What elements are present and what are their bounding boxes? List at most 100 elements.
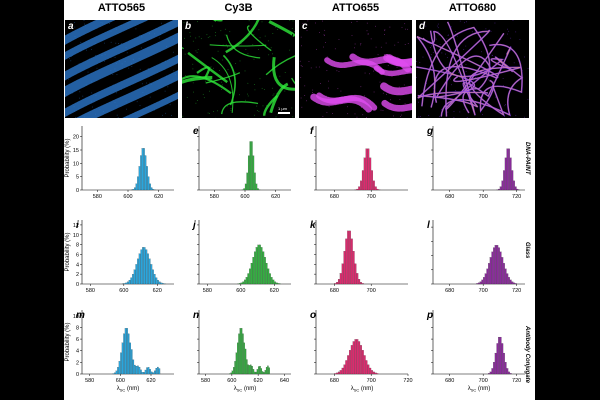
bar (247, 155, 250, 191)
x-tick-label: 600 (119, 288, 128, 294)
bar (334, 373, 337, 375)
histogram-cy3b-2: 580 600 620 640 n λSC (nm) (193, 310, 291, 393)
bar (252, 155, 255, 191)
bar (498, 247, 500, 285)
column-title-atto680: ATTO680 (448, 2, 497, 14)
x-tick-label: 700 (367, 378, 376, 384)
bar (363, 157, 366, 191)
bar (115, 370, 118, 375)
bar (146, 367, 148, 375)
bar (345, 238, 348, 285)
bar (242, 281, 245, 285)
bar (138, 367, 141, 375)
bar (257, 188, 259, 191)
bar (118, 361, 121, 375)
x-tick-label: 700 (479, 378, 488, 384)
bar (153, 370, 156, 375)
bar (123, 283, 126, 285)
bar (347, 230, 350, 285)
y-tick-label: 2 (76, 272, 79, 278)
bar (249, 268, 251, 285)
panel-label-m: m (76, 310, 85, 321)
bar (147, 176, 150, 191)
bar (259, 244, 261, 285)
bar (338, 279, 340, 285)
y-axis-label: Probability (%) (65, 232, 71, 271)
bar (147, 367, 150, 375)
bar (251, 141, 253, 191)
bar (238, 333, 240, 375)
x-tick-label: 580 (203, 288, 212, 294)
bar (137, 258, 139, 285)
histogram-atto565-1: 580 600 620 0 2 4 6 8 10 12i Probability (%) (65, 220, 174, 294)
bar (508, 371, 510, 375)
bar (248, 365, 251, 375)
x-tick-label: 700 (479, 288, 488, 294)
bar (341, 367, 344, 375)
bar (509, 157, 512, 191)
bar (234, 361, 236, 375)
bar (249, 141, 252, 191)
y-tick-label: 5 (76, 175, 79, 181)
bar (516, 188, 519, 191)
bar (133, 269, 136, 285)
bar (491, 251, 494, 285)
histogram-atto565-2: 580 600 620 0 2 4 6 8 10m Probability (%) λSC (nm) (65, 310, 174, 393)
bar (374, 372, 377, 375)
bar (124, 328, 127, 375)
histogram-atto680-2: 680 700 720 p λSC (nm) (426, 310, 525, 393)
bar (237, 342, 239, 375)
x-tick-label: 620 (153, 288, 162, 294)
x-tick-label: 720 (403, 378, 412, 384)
bar (478, 282, 480, 285)
bar (146, 166, 148, 191)
bar (143, 372, 145, 375)
bar (259, 365, 261, 375)
image-texture (299, 20, 412, 118)
x-tick-label: 580 (210, 194, 219, 200)
image-texture (182, 20, 295, 118)
image-panel-c: c (299, 20, 412, 118)
image-texture (65, 20, 178, 118)
bar (499, 336, 502, 375)
x-tick-label: 700 (367, 288, 376, 294)
bar (356, 273, 359, 285)
bar (350, 238, 353, 285)
bar (132, 274, 134, 285)
bar (255, 247, 258, 285)
panel-label-n: n (193, 310, 199, 321)
bar (361, 170, 364, 191)
bar (483, 277, 485, 285)
bar (250, 364, 252, 375)
bar (260, 368, 263, 375)
bar (270, 277, 273, 285)
bar (239, 328, 241, 375)
bar (155, 277, 158, 285)
bar (376, 373, 379, 375)
bar (153, 274, 156, 285)
panel-label-i: i (76, 220, 79, 231)
bar (230, 372, 232, 375)
bar (494, 352, 497, 375)
bar (374, 186, 377, 191)
bar (491, 368, 494, 375)
bar (242, 333, 244, 375)
bar (481, 279, 484, 285)
row-label-dna-paint: DNA-PAINT (524, 142, 530, 175)
panel-label-c: c (302, 21, 308, 32)
x-axis-label: λSC (nm) (234, 386, 257, 393)
bar (129, 342, 131, 375)
bar (262, 251, 265, 285)
histogram-cy3b-1: 580 600 620 j (191, 220, 291, 294)
bar (132, 189, 135, 191)
bar (513, 282, 515, 285)
bar (231, 370, 234, 375)
bar (267, 365, 269, 375)
bar (503, 352, 505, 375)
bar (141, 372, 144, 375)
bar (365, 360, 368, 375)
y-tick-label: 12 (73, 223, 79, 229)
bar (498, 188, 500, 191)
microscopy-image-d (416, 20, 529, 118)
x-tick-label: 680 (445, 194, 454, 200)
